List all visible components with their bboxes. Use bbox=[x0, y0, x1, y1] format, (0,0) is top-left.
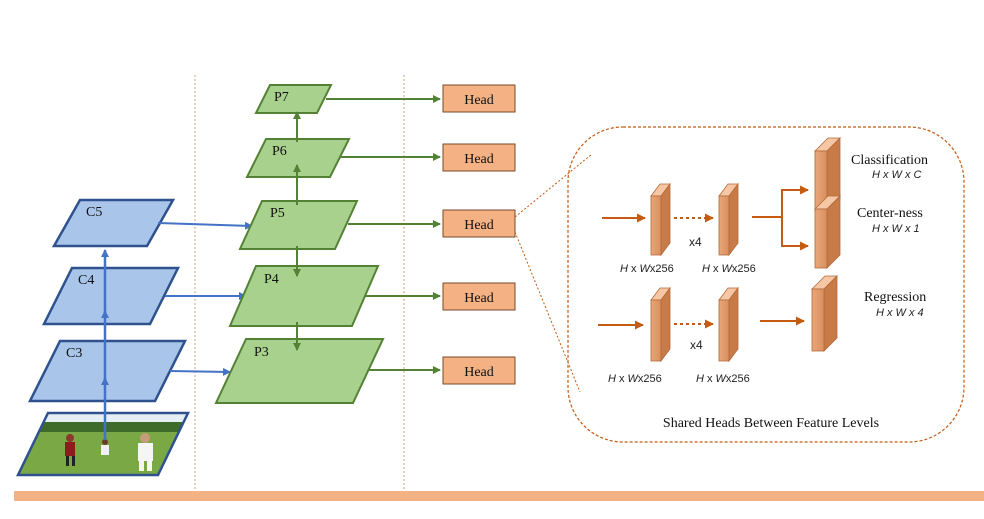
bottom-repeat-label: x4 bbox=[690, 338, 703, 352]
pyramid-p4: P4 bbox=[228, 265, 380, 327]
pyramid-p6-label: P6 bbox=[272, 144, 287, 159]
pyramid-p4-label: P4 bbox=[264, 272, 279, 287]
pyramid-p3: P3 bbox=[214, 338, 385, 404]
backbone-c4-label: C4 bbox=[78, 273, 94, 288]
input-image bbox=[16, 411, 190, 477]
centerness-title: Center-ness bbox=[857, 206, 923, 221]
centerness-dims: H x W x 1 bbox=[872, 223, 920, 235]
head-p7: Head bbox=[442, 84, 516, 113]
footer-band bbox=[14, 491, 984, 501]
head-label: Head bbox=[464, 291, 494, 306]
backbone-c5-label: C5 bbox=[86, 205, 102, 220]
classification-title: Classification bbox=[851, 153, 928, 168]
top-feature-block-2 bbox=[718, 182, 739, 257]
head-p4: Head bbox=[442, 282, 516, 311]
head-p3: Head bbox=[442, 356, 516, 385]
lateral-c5-p5 bbox=[157, 221, 253, 230]
pyramid-p6: P6 bbox=[245, 138, 351, 178]
head-p6: Head bbox=[442, 143, 516, 172]
regression-dims: H x W x 4 bbox=[876, 307, 924, 319]
callout-line-top bbox=[514, 153, 593, 218]
backbone-c3: C3 bbox=[27, 339, 188, 403]
pyramid-p7: P7 bbox=[254, 84, 333, 114]
head-p5: Head bbox=[442, 209, 516, 238]
pyramid-p5-label: P5 bbox=[270, 206, 285, 221]
pyramid-p3-label: P3 bbox=[254, 345, 269, 360]
top-repeat-label: x4 bbox=[689, 235, 702, 249]
head-label: Head bbox=[464, 365, 494, 380]
lateral-c3-p3 bbox=[169, 367, 231, 376]
detail-panel-border bbox=[567, 126, 965, 443]
classification-dims: H x W x C bbox=[872, 169, 922, 181]
centerness-block bbox=[814, 195, 841, 269]
head-label: Head bbox=[464, 93, 494, 108]
head-label: Head bbox=[464, 152, 494, 167]
bottom-feature-block-2 bbox=[718, 286, 739, 363]
pyramid-p5: P5 bbox=[238, 200, 359, 250]
backbone-c5: C5 bbox=[51, 198, 176, 248]
regression-title: Regression bbox=[864, 290, 926, 305]
backbone-c4: C4 bbox=[41, 266, 181, 326]
bottom-feature-block-1 bbox=[650, 286, 671, 363]
callout-line-bottom bbox=[514, 231, 581, 393]
pyramid-p7-label: P7 bbox=[274, 90, 289, 105]
backbone-c3-label: C3 bbox=[66, 346, 82, 361]
regression-block bbox=[811, 275, 838, 352]
classification-block bbox=[814, 137, 841, 213]
detail-caption: Shared Heads Between Feature Levels bbox=[663, 416, 879, 431]
head-label: Head bbox=[464, 218, 494, 233]
top-feature-block-1 bbox=[650, 182, 671, 257]
